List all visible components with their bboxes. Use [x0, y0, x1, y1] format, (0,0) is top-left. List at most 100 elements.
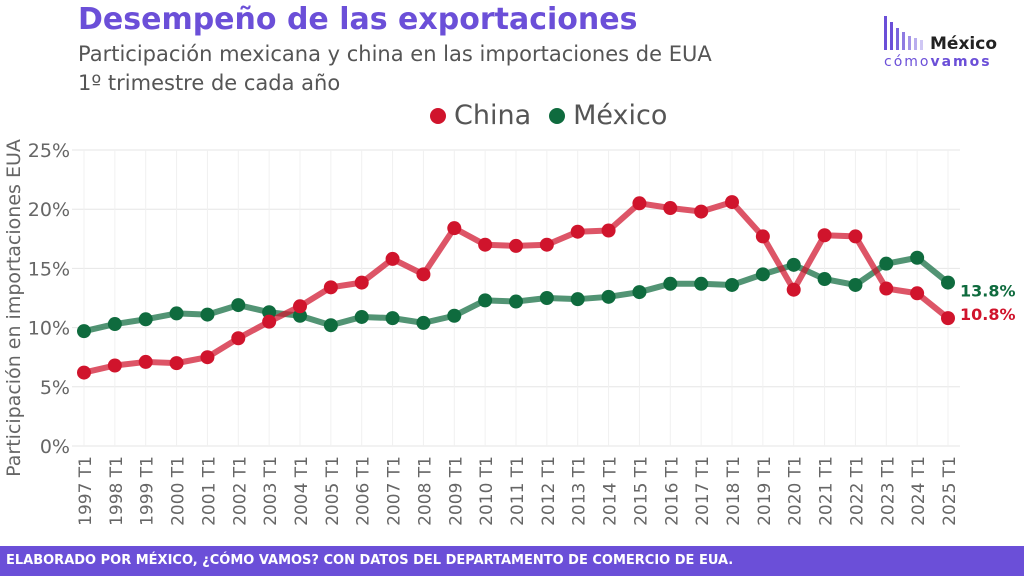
- data-point-mexico: [817, 272, 832, 287]
- x-tick-label: 2023 T1: [878, 456, 898, 526]
- x-tick-label: 2022 T1: [847, 456, 867, 526]
- data-point-china: [416, 267, 431, 282]
- data-point-mexico: [663, 276, 678, 291]
- legend-item-mexico: México: [549, 100, 667, 131]
- legend-item-china: China: [430, 100, 531, 131]
- x-tick-label: 1998 T1: [107, 456, 127, 526]
- x-tick-label: 2024 T1: [909, 456, 929, 526]
- footer-credit: ELABORADO POR MÉXICO, ¿CÓMO VAMOS? CON D…: [0, 546, 1024, 576]
- data-point-mexico: [848, 277, 863, 292]
- data-point-china: [231, 331, 246, 346]
- data-point-mexico: [694, 276, 709, 291]
- x-tick-label: 2000 T1: [169, 456, 189, 526]
- data-point-china: [447, 221, 462, 236]
- data-point-mexico: [107, 317, 122, 332]
- data-point-mexico: [447, 308, 462, 323]
- x-tick-label: 2004 T1: [292, 456, 312, 526]
- x-tick-label: 2013 T1: [570, 456, 590, 526]
- data-point-china: [786, 282, 801, 297]
- data-point-mexico: [354, 309, 369, 324]
- subtitle: Participación mexicana y china en las im…: [78, 40, 712, 98]
- x-tick-label: 2005 T1: [323, 456, 343, 526]
- bar-mark-icon: [884, 16, 923, 50]
- data-point-mexico: [725, 277, 739, 292]
- data-point-mexico: [416, 315, 431, 330]
- y-tick-label: 25%: [28, 140, 70, 162]
- x-tick-label: 2002 T1: [230, 456, 250, 526]
- data-point-china: [354, 275, 369, 290]
- data-point-mexico: [138, 312, 153, 327]
- y-tick-label: 0%: [40, 436, 70, 458]
- x-tick-label: 2014 T1: [601, 456, 621, 526]
- end-label-china: 10.8%: [960, 305, 1016, 324]
- logo-tagline-suffix: vamos: [930, 54, 992, 70]
- logo-tagline: cómovamos: [884, 54, 992, 70]
- data-point-china: [107, 358, 122, 373]
- data-point-mexico: [601, 289, 616, 304]
- data-point-china: [200, 350, 215, 365]
- x-tick-label: 2008 T1: [415, 456, 435, 526]
- data-point-china: [262, 314, 277, 329]
- data-point-china: [632, 196, 647, 211]
- data-point-mexico: [323, 318, 338, 333]
- data-point-mexico: [200, 307, 215, 322]
- data-point-china: [755, 229, 770, 244]
- data-point-mexico: [509, 294, 523, 309]
- data-point-china: [169, 356, 184, 371]
- page-title: Desempeño de las exportaciones: [78, 2, 638, 37]
- subtitle-line-2: 1º trimestre de cada año: [78, 71, 341, 95]
- x-tick-label: 1999 T1: [138, 456, 158, 526]
- data-point-china: [601, 223, 616, 238]
- data-point-mexico: [786, 257, 801, 272]
- logo: México cómovamos: [880, 12, 1010, 74]
- data-point-china: [725, 195, 739, 210]
- data-point-mexico: [478, 293, 493, 308]
- x-tick-label: 2006 T1: [354, 456, 374, 526]
- logo-name: México: [930, 34, 997, 54]
- line-chart: 0% 5% 10% 15% 20% 25% 1997 T1 1998 T1 1999 T1 200…: [3, 139, 1016, 526]
- data-point-china: [138, 354, 153, 369]
- end-label-mexico: 13.8%: [960, 282, 1016, 301]
- x-tick-label: 2025 T1: [940, 456, 960, 526]
- x-tick-label: 1997 T1: [76, 456, 96, 526]
- x-tick-label: 2021 T1: [817, 456, 837, 526]
- x-tick-label: 2018 T1: [724, 456, 744, 526]
- x-tick-label: 2015 T1: [631, 456, 651, 526]
- data-point-mexico: [231, 298, 246, 313]
- data-point-mexico: [539, 291, 554, 305]
- data-point-mexico: [910, 250, 925, 265]
- data-point-mexico: [385, 311, 400, 326]
- data-point-mexico: [570, 292, 585, 307]
- data-point-china: [910, 286, 925, 301]
- y-tick-label: 10%: [28, 318, 70, 340]
- x-tick-label: 2009 T1: [446, 456, 466, 526]
- y-tick-label: 20%: [28, 199, 70, 221]
- data-point-mexico: [941, 275, 955, 290]
- legend-swatch-mexico: [549, 107, 566, 124]
- data-point-china: [509, 238, 523, 253]
- data-point-china: [385, 251, 400, 266]
- x-tick-label: 2012 T1: [539, 456, 559, 526]
- x-tick-label: 2016 T1: [662, 456, 682, 526]
- x-tick-label: 2007 T1: [385, 456, 405, 526]
- legend-label-mexico: México: [573, 100, 668, 131]
- y-tick-label: 15%: [28, 258, 70, 280]
- x-tick-label: 2017 T1: [693, 456, 713, 526]
- data-point-mexico: [879, 256, 894, 271]
- data-point-china: [478, 237, 493, 252]
- data-point-china: [570, 224, 585, 239]
- y-tick-label: 5%: [40, 377, 70, 399]
- data-point-china: [848, 229, 863, 244]
- data-point-china: [879, 281, 894, 296]
- chart-legend: China México: [430, 100, 677, 131]
- legend-swatch-china: [430, 107, 446, 124]
- data-point-mexico: [755, 267, 770, 282]
- x-tick-label: 2020 T1: [786, 456, 806, 526]
- data-point-mexico: [169, 306, 184, 321]
- data-point-china: [941, 311, 955, 326]
- data-point-china: [663, 201, 678, 216]
- x-tick-label: 2001 T1: [199, 456, 219, 526]
- x-tick-label: 2003 T1: [261, 456, 281, 526]
- subtitle-line-1: Participación mexicana y china en las im…: [78, 42, 712, 66]
- logo-tagline-prefix: cómo: [884, 54, 931, 70]
